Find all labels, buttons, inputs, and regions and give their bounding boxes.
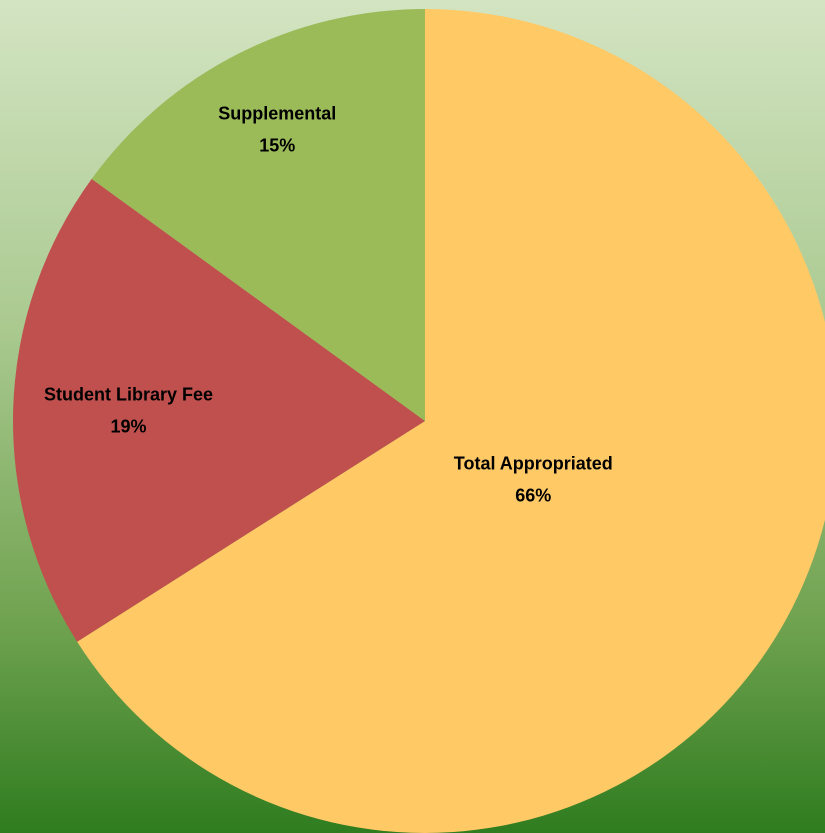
pie-slice: [13, 178, 426, 642]
slice-value-label: 15%: [259, 136, 295, 156]
slice-label: Total Appropriated: [454, 453, 613, 473]
slice-label: Student Library Fee: [44, 384, 213, 404]
pie-slice: [77, 9, 825, 833]
slice-label: Supplemental: [218, 104, 336, 124]
slice-value-label: 66%: [515, 485, 551, 505]
slice-value-label: 19%: [110, 416, 146, 436]
pie-slice: [91, 9, 425, 421]
